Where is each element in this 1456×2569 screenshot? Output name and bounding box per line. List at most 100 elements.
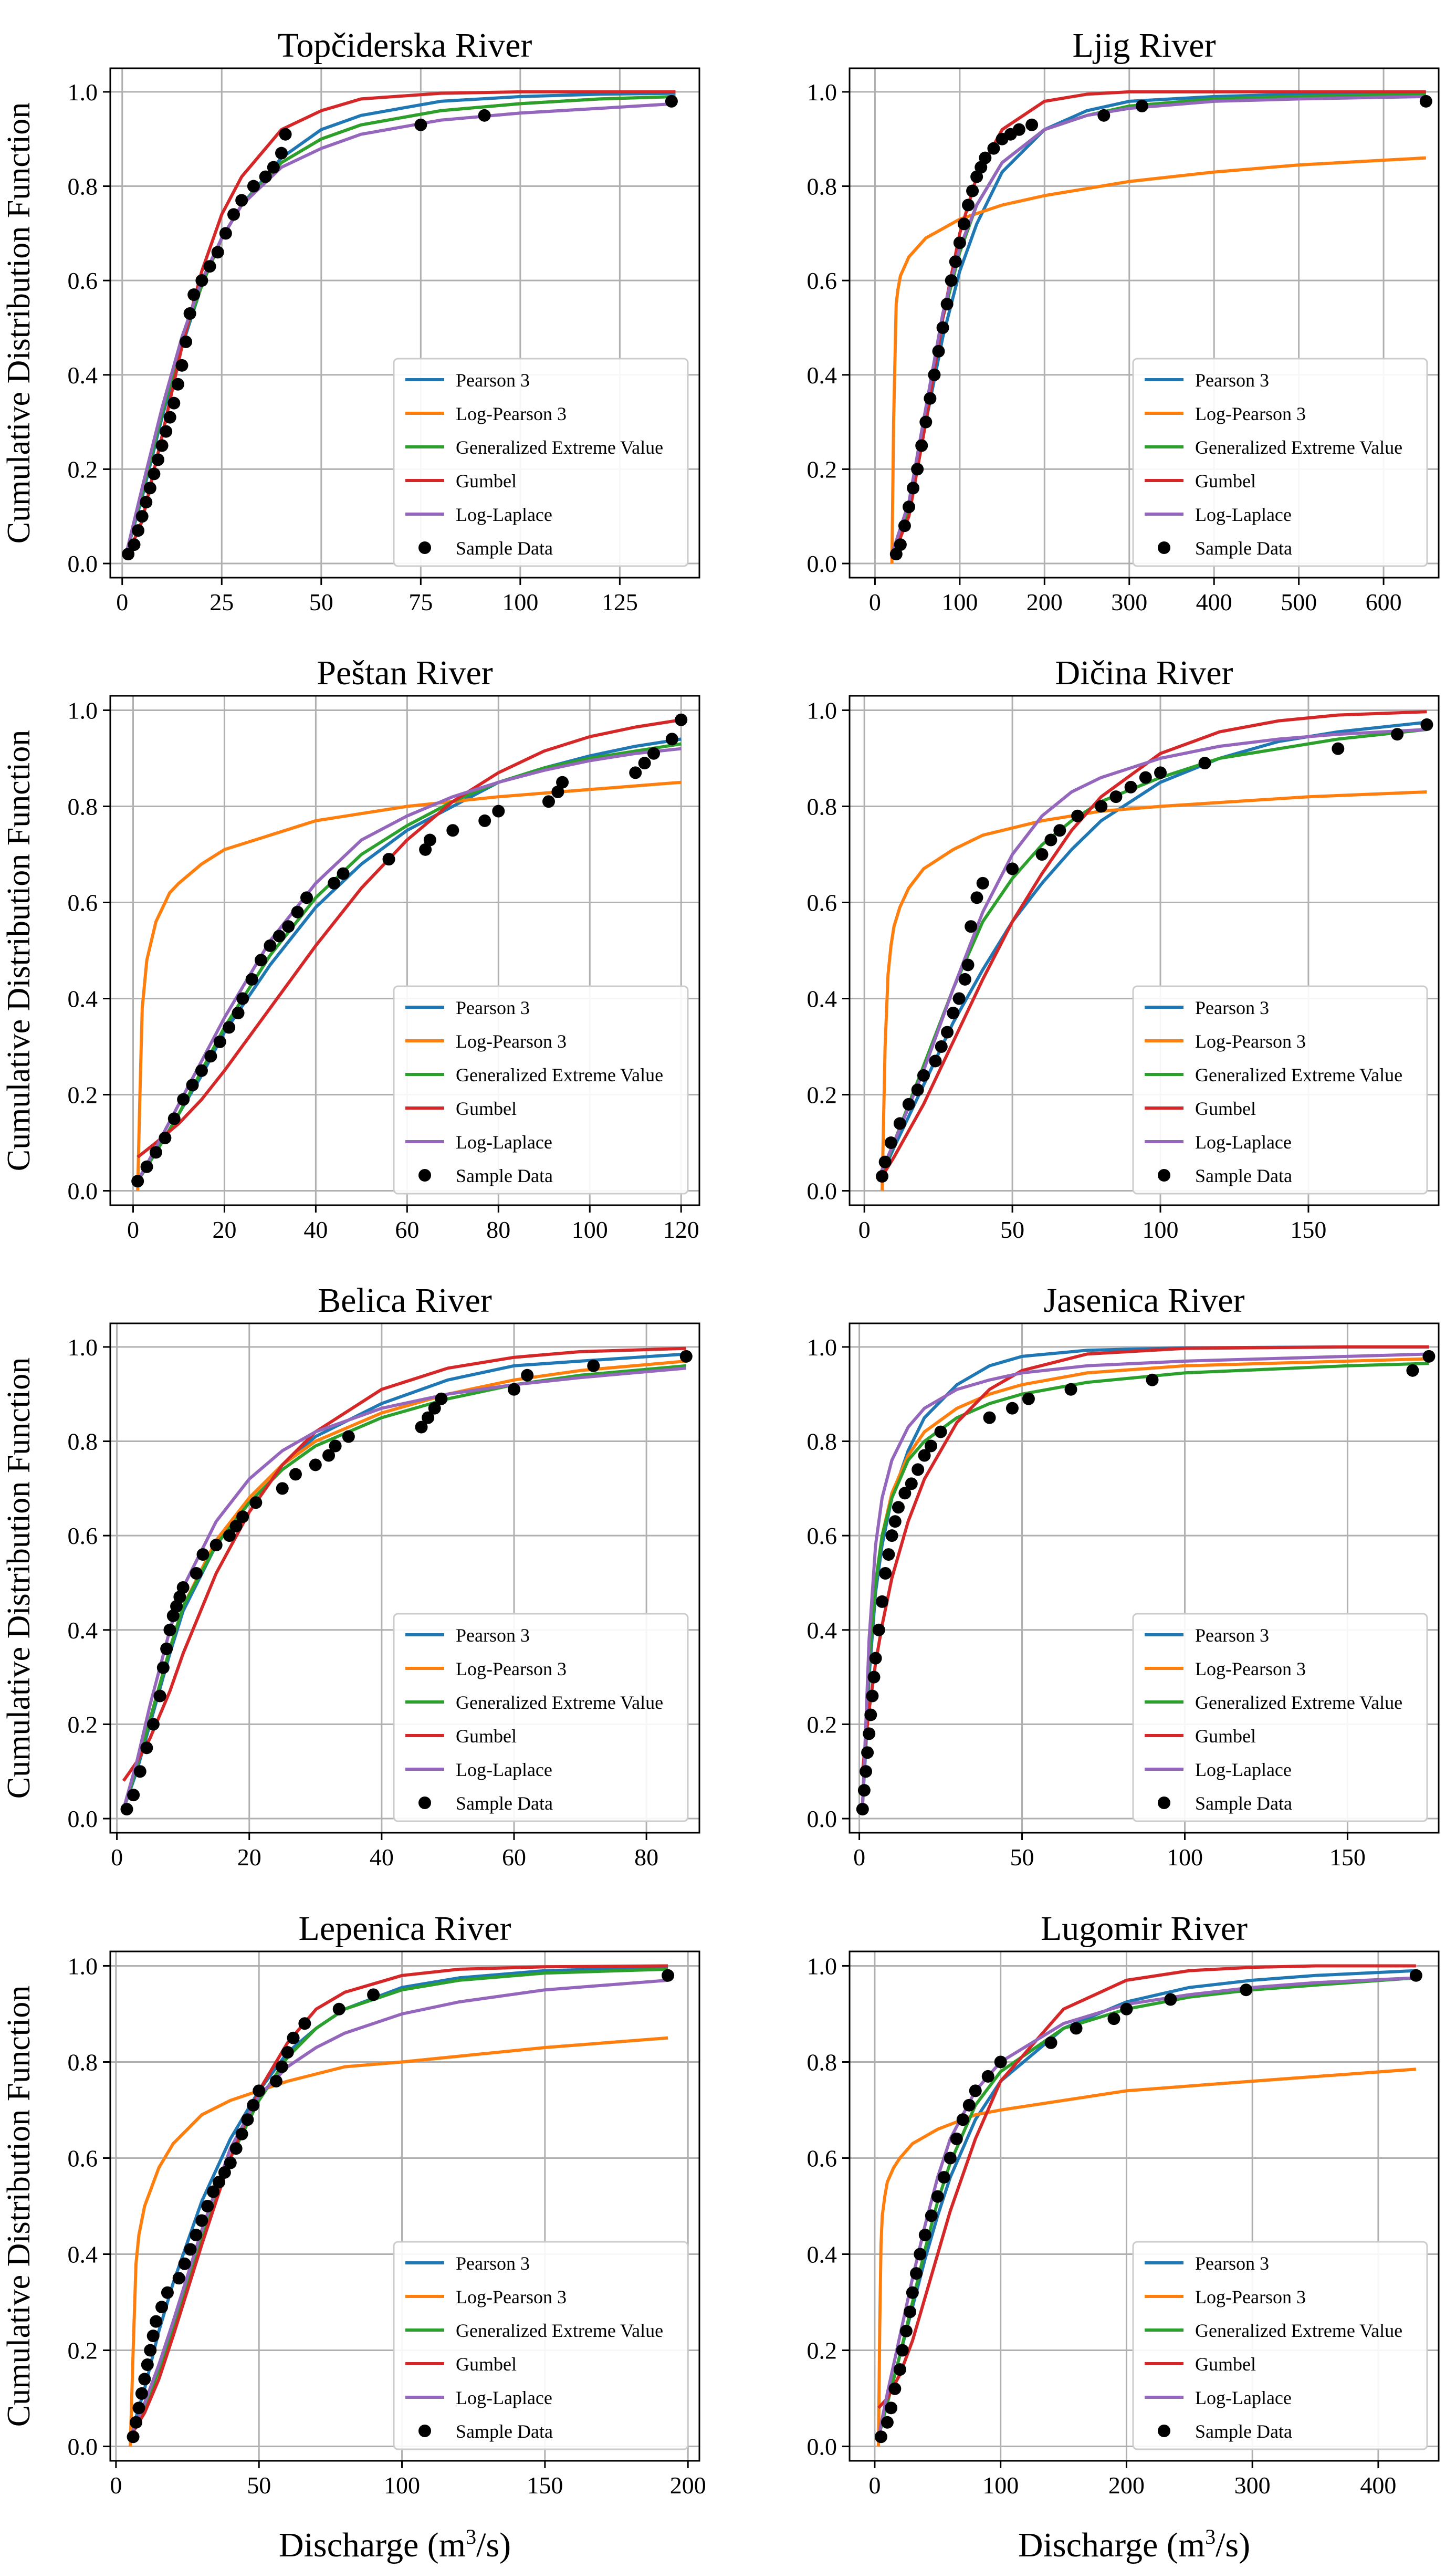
panel-7-sample-point	[247, 2098, 260, 2112]
panel-2-sample-point	[1025, 118, 1039, 131]
panel-3: 0 20 40 60 80 100 120 0.0 0.2 0.4 0.6 0.8 1.0 Peštan …	[1, 654, 700, 1243]
panel-5-frame	[109, 1322, 700, 1834]
panel-5-sample-point	[249, 1496, 263, 1509]
panel-2-sample-point	[936, 321, 949, 334]
panel-6-sample-point	[1146, 1373, 1159, 1386]
panel-7-sample-point	[218, 2166, 231, 2179]
legend-pearson-3-label: Pearson 3	[1195, 370, 1269, 391]
panel-5-ytick-label: 1.0	[68, 1334, 98, 1361]
panel-5-sample-point	[322, 1449, 336, 1462]
panel-8-gumbel-line	[877, 1964, 1416, 2409]
panel-4-title: Dičina River	[1055, 654, 1233, 692]
legend-log-laplace-label: Log-Laplace	[1195, 1132, 1292, 1153]
panel-5-sample-point	[196, 1548, 210, 1561]
legend-generalized-extreme-value-label: Generalized Extreme Value	[1195, 2320, 1402, 2341]
panel-3-frame	[109, 695, 700, 1206]
x-axis-label-right: Discharge (m3/s)	[1018, 2525, 1250, 2564]
legend-sample-data-label: Sample Data	[1195, 538, 1292, 559]
legend-gumbel-label: Gumbel	[456, 471, 517, 492]
panel-5-ytick-label: 0.4	[68, 1617, 98, 1644]
panel-8-sample-point	[1164, 1993, 1177, 2006]
panel-6-xtick-label: 100	[1167, 1844, 1203, 1871]
panel-3-sample-point	[223, 1021, 236, 1034]
panel-6-ytick-label: 0.2	[807, 1711, 837, 1738]
panel-6-ytick-label: 0.6	[807, 1522, 837, 1549]
panel-4-ytick-label: 0.6	[807, 889, 837, 916]
panel-3-sample-point	[337, 867, 350, 880]
panel-7-sample-point	[332, 2002, 345, 2015]
panel-2-sample-point	[970, 170, 983, 183]
panel-4-sample-point	[1044, 833, 1057, 847]
panel-8-ytick-label: 0.4	[807, 2241, 837, 2268]
panel-7-sample-point	[184, 2243, 197, 2256]
panel-4-sample-point	[1053, 824, 1066, 837]
panel-8-sample-point	[931, 2190, 944, 2203]
legend-sample-data-label: Sample Data	[456, 538, 553, 559]
panel-1-xtick-label: 25	[210, 589, 234, 615]
panel-7-sample-point	[141, 2358, 154, 2371]
panel-6-sample-point	[912, 1463, 925, 1476]
panel-6-ytick-label: 1.0	[807, 1334, 837, 1361]
panel-4-sample-point	[958, 973, 971, 986]
panel-1-sample-point	[414, 118, 427, 131]
panel-4-sample-point	[1124, 780, 1137, 793]
panel-1-sample-point	[135, 510, 149, 523]
panel-7-title: Lepenica River	[299, 1909, 511, 1948]
panel-2-frame	[849, 67, 1440, 579]
panel-2-xtick-label: 0	[869, 589, 881, 615]
panel-5-sample-point	[176, 1581, 190, 1594]
panel-5-xtick-label: 80	[634, 1844, 658, 1871]
panel-7-xtick-label: 200	[670, 2472, 706, 2499]
panel-6-frame	[849, 1322, 1440, 1834]
panel-3-ytick-label: 0.6	[68, 889, 98, 916]
panel-5-ytick-label: 0.8	[68, 1428, 98, 1455]
panel-7-sample-point	[229, 2142, 243, 2155]
panel-8-ytick-label: 0.2	[807, 2337, 837, 2364]
panel-2-sample-point	[928, 368, 941, 381]
legend-pearson-3-label: Pearson 3	[456, 2253, 530, 2274]
legend-generalized-extreme-value-label: Generalized Extreme Value	[456, 1064, 663, 1085]
panel-2-xtick-label: 300	[1111, 589, 1147, 615]
panel-2-sample-point	[962, 199, 975, 212]
legend-sample-data-swatch	[418, 541, 431, 554]
panel-4-sample-point	[878, 1155, 892, 1168]
panel-5-xtick-label: 60	[502, 1844, 526, 1871]
panel-8-sample-point	[956, 2113, 969, 2126]
panel-2-sample-point	[889, 548, 903, 561]
panel-1-ytick-label: 0.0	[68, 550, 98, 577]
panel-5-sample-point	[229, 1520, 243, 1533]
panel-3-gumbel-line	[137, 718, 682, 1158]
legend-log-pearson-3-label: Log-Pearson 3	[456, 2286, 567, 2307]
panel-8-sample-point	[1120, 2002, 1133, 2015]
panel-5-sample-point	[679, 1350, 693, 1363]
panel-7-sample-point	[144, 2344, 157, 2357]
panel-8-sample-point	[1107, 2012, 1120, 2025]
panel-6-sample-point	[885, 1529, 898, 1542]
panel-7-sample-point	[224, 2156, 237, 2169]
panel-8-sample-point	[881, 2416, 894, 2429]
panel-7-ytick-label: 0.6	[68, 2145, 98, 2171]
panel-7-sample-point	[130, 2416, 143, 2429]
panel-2-sample-point	[907, 482, 920, 495]
panel-4-xtick-label: 100	[1143, 1216, 1179, 1243]
panel-2-sample-point	[975, 161, 988, 174]
panel-1-xtick-label: 125	[602, 589, 638, 615]
panel-1-xtick-label: 100	[502, 589, 538, 615]
panel-1-sample-point	[227, 208, 240, 221]
panel-7-sample-point	[155, 2301, 169, 2314]
panel-8-sample-point	[1240, 1983, 1253, 1997]
panel-3-sample-point	[131, 1175, 144, 1188]
panel-2-sample-point	[915, 439, 928, 452]
panel-3-sample-point	[629, 766, 642, 779]
panel-6-log-laplace-line	[861, 1352, 1429, 1805]
panel-1-sample-point	[203, 260, 216, 273]
panel-6-xtick-label: 50	[1010, 1844, 1034, 1871]
panel-3-sample-point	[140, 1160, 153, 1173]
panel-3-sample-point	[204, 1050, 217, 1063]
panel-5-sample-point	[236, 1510, 249, 1523]
panel-4-xtick-label: 150	[1290, 1216, 1326, 1243]
panel-5-sample-point	[223, 1529, 236, 1542]
panel-7-sample-point	[298, 2017, 311, 2030]
panel-5: 0 20 40 60 80 0.0 0.2 0.4 0.6 0.8 1.0 Belica River C…	[1, 1281, 700, 1871]
panel-6-sample-point	[867, 1670, 881, 1684]
